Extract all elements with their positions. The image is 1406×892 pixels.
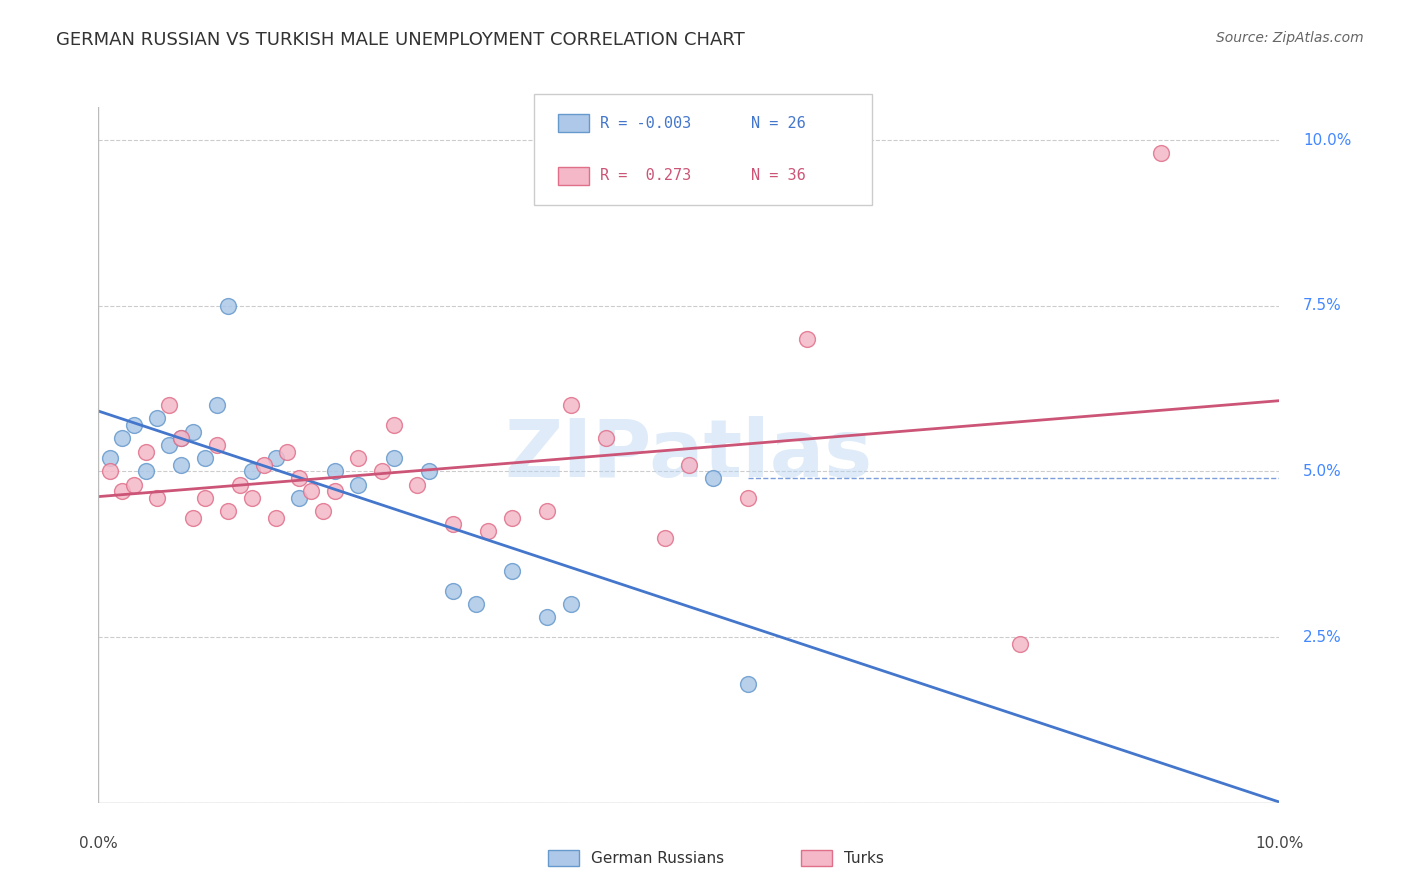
Point (264, 511, 287, 525)
Point (98, 465, 121, 479)
Text: R = -0.003: R = -0.003 (600, 116, 692, 130)
Point (276, 444, 298, 458)
Point (536, 504, 558, 518)
Point (122, 477, 145, 491)
Text: Source: ZipAtlas.com: Source: ZipAtlas.com (1216, 31, 1364, 45)
Point (264, 451, 287, 466)
Point (406, 477, 429, 491)
Point (595, 431, 617, 445)
Point (418, 465, 440, 479)
Point (146, 491, 169, 505)
Point (737, 491, 759, 505)
Point (1150, 146, 1173, 161)
Text: ZIPatlas: ZIPatlas (505, 416, 873, 494)
Point (170, 431, 193, 445)
Point (146, 411, 169, 425)
Point (157, 398, 180, 412)
Point (702, 471, 724, 485)
Point (205, 438, 228, 452)
Point (560, 597, 582, 611)
Text: R =  0.273: R = 0.273 (600, 169, 692, 183)
Point (382, 451, 405, 466)
Point (796, 332, 818, 346)
Point (288, 491, 311, 505)
Point (217, 504, 239, 518)
Point (501, 564, 523, 578)
Text: N = 36: N = 36 (751, 169, 806, 183)
Point (122, 418, 145, 433)
Text: 10.0%: 10.0% (1303, 133, 1351, 148)
Point (477, 524, 499, 538)
Point (98, 451, 121, 466)
Point (323, 465, 346, 479)
Point (382, 418, 405, 433)
Point (157, 438, 180, 452)
Point (312, 504, 335, 518)
Point (501, 511, 523, 525)
Point (465, 597, 488, 611)
Point (240, 465, 263, 479)
Point (441, 517, 464, 532)
Point (299, 484, 322, 499)
Point (371, 465, 394, 479)
Text: 7.5%: 7.5% (1303, 298, 1341, 313)
Text: Turks: Turks (844, 851, 883, 865)
Point (194, 491, 217, 505)
Point (441, 583, 464, 598)
Point (181, 425, 204, 439)
Point (253, 458, 276, 472)
Point (347, 451, 370, 466)
Text: 0.0%: 0.0% (79, 836, 118, 851)
Point (288, 471, 311, 485)
Point (240, 491, 263, 505)
Text: German Russians: German Russians (591, 851, 724, 865)
Point (170, 431, 193, 445)
Text: N = 26: N = 26 (751, 116, 806, 130)
Point (217, 299, 239, 313)
Point (323, 484, 346, 499)
Point (135, 465, 157, 479)
Point (181, 511, 204, 525)
Point (347, 477, 370, 491)
Point (111, 431, 134, 445)
Point (135, 444, 157, 458)
Text: 2.5%: 2.5% (1303, 630, 1341, 645)
Point (560, 398, 582, 412)
Point (205, 398, 228, 412)
Point (170, 458, 193, 472)
Text: 5.0%: 5.0% (1303, 464, 1341, 479)
Point (229, 477, 252, 491)
Point (536, 610, 558, 624)
Point (737, 676, 759, 690)
Text: GERMAN RUSSIAN VS TURKISH MALE UNEMPLOYMENT CORRELATION CHART: GERMAN RUSSIAN VS TURKISH MALE UNEMPLOYM… (56, 31, 745, 49)
Point (1008, 637, 1031, 651)
Point (678, 458, 700, 472)
Text: 10.0%: 10.0% (1256, 836, 1303, 851)
Point (194, 451, 217, 466)
Point (111, 484, 134, 499)
Point (654, 531, 676, 545)
